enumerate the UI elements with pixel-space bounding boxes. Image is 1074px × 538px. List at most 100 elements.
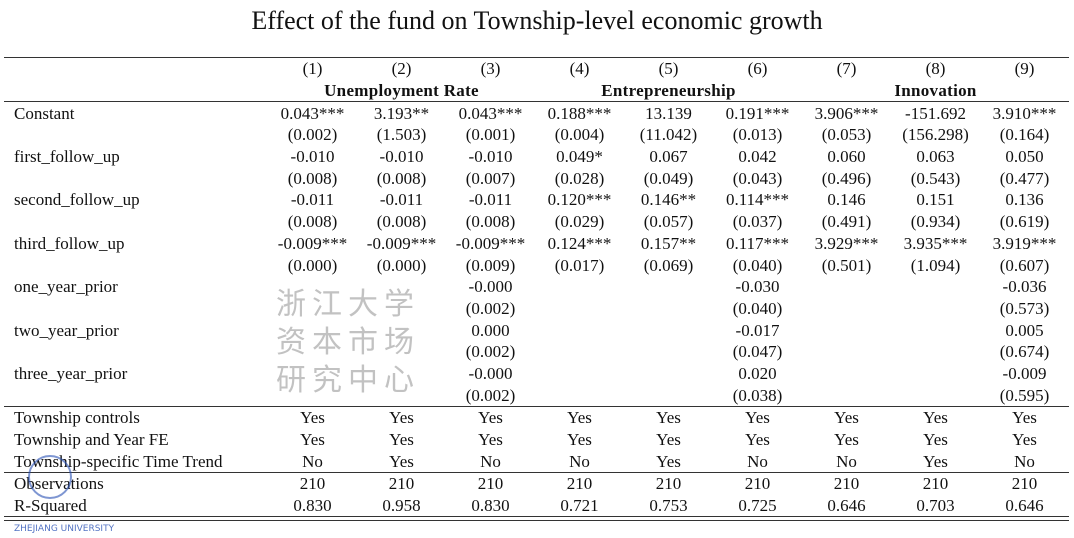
se-row: (0.008) (0.008) (0.008) (0.029) (0.057) (0.03… <box>4 211 1069 233</box>
coefficient: 0.124*** <box>547 233 612 253</box>
standard-error: (0.008) <box>376 168 427 188</box>
stat-value: 210 <box>891 472 980 495</box>
coefficient: 0.020 <box>738 363 777 383</box>
control-value: Yes <box>923 451 948 471</box>
control-value: Yes <box>713 405 802 429</box>
stat-value: 210 <box>802 472 891 495</box>
coefficient <box>891 363 980 385</box>
standard-error: (0.037) <box>732 212 783 232</box>
stat-value: 0.958 <box>357 494 446 518</box>
column-numbers-row: (1) (2) (3) (4) (5) (6) (7) (8) (9) <box>4 56 1069 80</box>
stat-value: 210 <box>713 472 802 495</box>
column-number: (6) <box>713 56 802 80</box>
standard-error: (0.001) <box>465 125 516 145</box>
coefficient <box>535 363 624 385</box>
coefficient: 0.049* <box>556 147 603 167</box>
stat-value: 210 <box>535 472 624 495</box>
standard-error: (0.496) <box>821 168 872 188</box>
group-header: Innovation <box>894 81 977 101</box>
control-row: Township-specific Time Trend No Yes No No Yes… <box>4 450 1069 472</box>
standard-error: (0.934) <box>910 212 961 232</box>
control-value: Yes <box>389 430 414 450</box>
coefficient <box>535 319 624 341</box>
variable-label: first_follow_up <box>14 147 120 167</box>
standard-error <box>268 298 357 320</box>
coefficient: 0.136 <box>1005 190 1044 210</box>
coefficient: 0.157** <box>640 233 697 253</box>
group-header-row: Unemployment Rate Entrepreneurship Innovat… <box>4 80 1069 102</box>
coef-row: three_year_prior -0.000 0.020 -0.009 <box>4 363 1069 385</box>
standard-error: (0.053) <box>821 125 872 145</box>
coefficient: 0.146 <box>827 190 866 210</box>
coefficient: 0.120*** <box>547 190 612 210</box>
variable-label: third_follow_up <box>14 233 125 253</box>
standard-error <box>624 341 713 363</box>
standard-error <box>891 384 980 406</box>
standard-error <box>357 384 446 406</box>
control-value: Yes <box>446 405 535 429</box>
se-blank <box>4 124 268 146</box>
standard-error <box>535 341 624 363</box>
coefficient: 0.005 <box>1005 320 1044 340</box>
control-value: Yes <box>834 430 859 450</box>
se-blank <box>4 384 268 406</box>
university-logo <box>28 455 72 499</box>
coef-row: one_year_prior -0.000 -0.030 -0.036 <box>4 276 1069 298</box>
stat-value: 210 <box>624 472 713 495</box>
standard-error: (0.573) <box>999 298 1050 318</box>
coef-row: first_follow_up -0.010 -0.010 -0.010 0.049* 0… <box>4 146 1069 168</box>
regression-table: (1) (2) (3) (4) (5) (6) (7) (8) (9) Unemployment … <box>4 56 1069 518</box>
control-value: No <box>1014 451 1035 471</box>
control-value: Yes <box>656 430 681 450</box>
standard-error: (0.674) <box>999 342 1050 362</box>
control-value: Yes <box>891 405 980 429</box>
coefficient: -0.010 <box>468 147 513 167</box>
control-value: Yes <box>389 451 414 471</box>
coefficient <box>357 276 446 298</box>
coefficient <box>357 319 446 341</box>
coefficient: 0.060 <box>827 147 866 167</box>
standard-error <box>535 384 624 406</box>
coefficient: 3.929*** <box>814 233 879 253</box>
column-number: (8) <box>891 56 980 80</box>
stat-row: R-Squared 0.830 0.958 0.830 0.721 0.753 0.725 0… <box>4 494 1069 518</box>
standard-error <box>624 298 713 320</box>
control-value: No <box>302 451 323 471</box>
standard-error <box>891 298 980 320</box>
standard-error <box>891 341 980 363</box>
control-value: No <box>569 451 590 471</box>
standard-error: (0.004) <box>554 125 605 145</box>
standard-error <box>357 298 446 320</box>
stat-value: 0.646 <box>802 494 891 518</box>
standard-error: (0.595) <box>999 385 1050 405</box>
coefficient <box>802 363 891 385</box>
se-row: (0.002) (0.040) (0.573) <box>4 298 1069 320</box>
se-row: (0.002) (0.047) (0.674) <box>4 341 1069 363</box>
coef-row: third_follow_up -0.009*** -0.009*** -0.009*… <box>4 233 1069 255</box>
control-value: Yes <box>656 451 681 471</box>
column-number: (2) <box>357 56 446 80</box>
se-blank <box>4 167 268 189</box>
coefficient <box>268 276 357 298</box>
coefficient: 0.117*** <box>725 233 790 253</box>
coef-row: two_year_prior 0.000 -0.017 0.005 <box>4 319 1069 341</box>
coefficient: -0.036 <box>1002 277 1047 297</box>
column-number: (1) <box>268 56 357 80</box>
standard-error: (0.013) <box>732 125 783 145</box>
standard-error: (0.543) <box>910 168 961 188</box>
standard-error: (0.040) <box>732 255 783 275</box>
stat-value: 0.721 <box>535 494 624 518</box>
coefficient: -0.009*** <box>366 233 437 253</box>
standard-error: (0.002) <box>465 342 516 362</box>
coefficient: 0.191*** <box>713 101 802 125</box>
variable-label: Constant <box>4 101 268 125</box>
coefficient: -0.010 <box>290 147 335 167</box>
coefficient: 0.042 <box>738 147 777 167</box>
standard-error: (0.043) <box>732 168 783 188</box>
control-value: Yes <box>1012 430 1037 450</box>
control-row: Township controls Yes Yes Yes Yes Yes Yes Yes Ye… <box>4 405 1069 429</box>
stat-value: 0.646 <box>980 494 1069 518</box>
coefficient <box>624 276 713 298</box>
column-number: (3) <box>446 56 535 80</box>
stat-row: Observations 210 210 210 210 210 210 210 210 210 <box>4 472 1069 495</box>
